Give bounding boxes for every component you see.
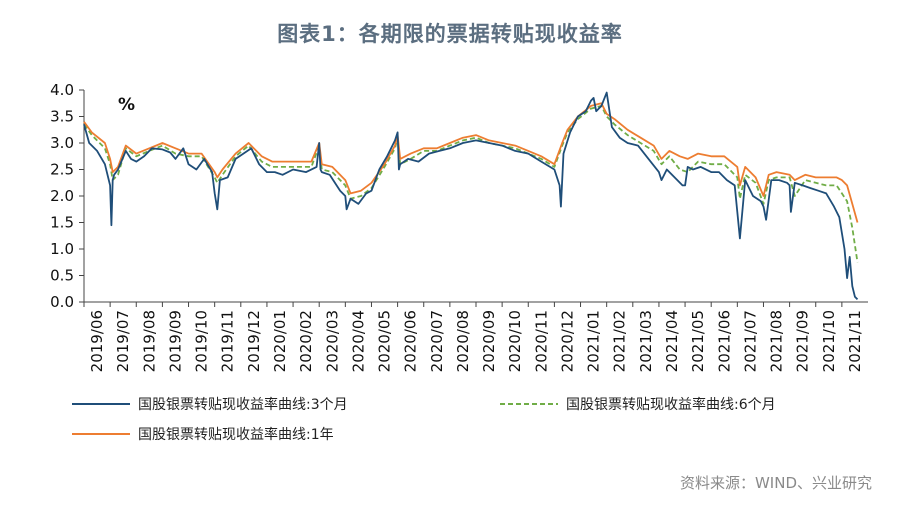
x-tick-label: 2019/09 [166,310,184,372]
x-tick-label: 2020/05 [376,310,394,372]
x-tick-label: 2020/08 [454,310,472,372]
series-lines [83,91,859,301]
x-tick-label: 2020/04 [349,310,367,372]
y-tick-label: 0.5 [50,267,74,285]
y-tick-label: 1.0 [50,240,74,258]
x-tick-label: 2021/01 [585,310,603,372]
x-tick-label: 2019/10 [193,310,211,372]
x-tick-label: 2019/06 [88,310,106,372]
x-tick-label: 2021/11 [846,310,864,372]
series-line-0 [83,91,859,301]
y-tick-label: 1.5 [50,214,74,232]
legend-label: 国股银票转贴现收益率曲线:3个月 [138,396,348,413]
x-tick-label: 2021/02 [611,310,629,372]
x-tick-label: 2019/11 [219,310,237,372]
y-tick-label: 2.0 [50,187,74,205]
x-tick-label: 2021/07 [741,310,759,372]
x-tick-label: 2020/11 [532,310,550,372]
x-tick-label: 2019/12 [245,310,263,372]
x-tick-label: 2020/09 [480,310,498,372]
series-line-2 [83,102,859,223]
x-tick-label: 2021/04 [663,310,681,372]
y-axis-ticks: 0.0 0.5 1.0 1.5 2.0 2.5 3.0 3.5 4.0 [50,81,84,311]
x-tick-label: 2020/03 [323,310,341,372]
x-tick-label: 2020/06 [402,310,420,372]
y-tick-label: 4.0 [50,81,74,99]
x-tick-label: 2019/08 [140,310,158,372]
y-tick-label: 0.0 [50,293,74,311]
x-tick-label: 2021/05 [689,310,707,372]
y-tick-label: 2.5 [50,161,74,179]
legend-label: 国股银票转贴现收益率曲线:1年 [138,426,334,443]
x-tick-label: 2021/03 [637,310,655,372]
x-tick-label: 2020/12 [558,310,576,372]
legend-label: 国股银票转贴现收益率曲线:6个月 [566,396,776,413]
axes [83,90,868,303]
series-line-1 [83,105,859,263]
x-tick-label: 2020/07 [428,310,446,372]
x-tick-label: 2021/08 [768,310,786,372]
x-tick-label: 2021/09 [794,310,812,372]
legend: 国股银票转贴现收益率曲线:3个月 国股银票转贴现收益率曲线:6个月国股银票转贴现收… [72,396,776,443]
y-tick-label: 3.5 [50,108,74,126]
chart-title: 图表1：各期限的票据转贴现收益率 [277,22,623,46]
x-tick-label: 2020/01 [271,310,289,372]
source-note: 资料来源：WIND、兴业研究 [679,474,872,492]
x-tick-label: 2020/02 [297,310,315,372]
x-tick-label: 2019/07 [114,310,132,372]
x-tick-label: 2021/10 [820,310,838,372]
y-unit-label: % [118,95,135,115]
y-tick-label: 3.0 [50,134,74,152]
x-axis-ticks: 2019/06 2019/07 2019/08 2019/09 2019/10 2019/… [83,302,864,372]
x-tick-label: 2020/10 [506,310,524,372]
x-tick-label: 2021/06 [715,310,733,372]
